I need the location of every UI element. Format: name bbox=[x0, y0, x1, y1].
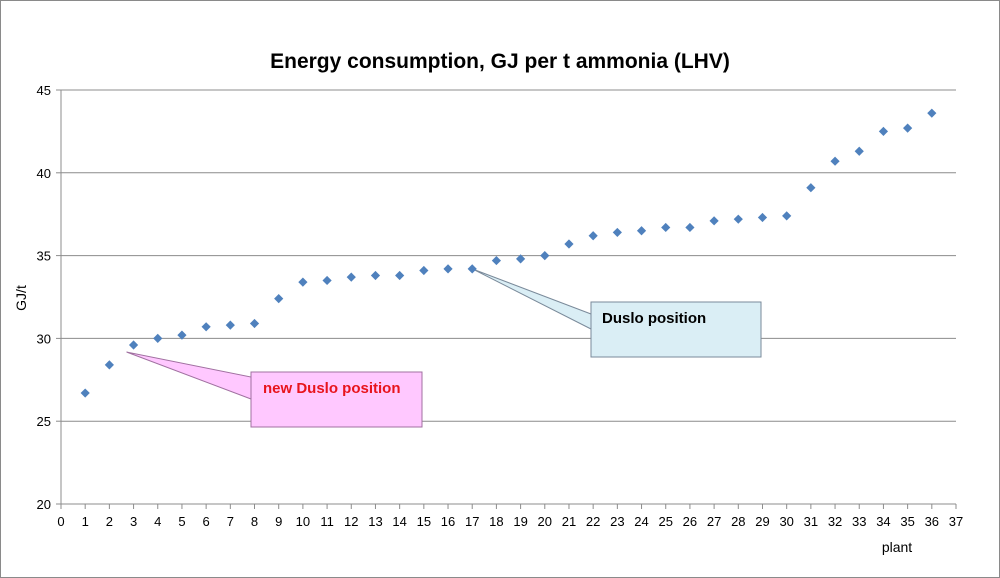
data-point-29 bbox=[757, 212, 768, 223]
x-tick-label-30: 30 bbox=[779, 514, 793, 529]
x-tick-labels: 0 1 2 3 4 5 6 7 8 9 10 11 12 13 14 15 16 17 18 19 20 21 22 23 24… bbox=[57, 514, 963, 529]
x-tick-label-19: 19 bbox=[513, 514, 527, 529]
x-tick-label-15: 15 bbox=[417, 514, 431, 529]
data-point-25 bbox=[661, 222, 671, 233]
x-tick-label-23: 23 bbox=[610, 514, 624, 529]
x-tick-label-12: 12 bbox=[344, 514, 358, 529]
data-point-22 bbox=[588, 231, 598, 241]
data-point-8 bbox=[249, 318, 260, 329]
x-tick-label-32: 32 bbox=[828, 514, 842, 529]
x-tick-label-18: 18 bbox=[489, 514, 503, 529]
x-tick-label-5: 5 bbox=[178, 514, 185, 529]
x-tick-label-4: 4 bbox=[154, 514, 161, 529]
x-axis-label: plant bbox=[882, 539, 912, 555]
data-point-11 bbox=[322, 275, 332, 286]
y-tick-label-5: 45 bbox=[37, 83, 51, 98]
y-axis-label: GJ/t bbox=[13, 285, 29, 311]
data-point-34 bbox=[878, 126, 889, 136]
x-tick-label-6: 6 bbox=[203, 514, 210, 529]
x-tick-label-7: 7 bbox=[227, 514, 234, 529]
x-tick-label-37: 37 bbox=[949, 514, 963, 529]
data-point-36 bbox=[927, 108, 937, 118]
x-tick-label-20: 20 bbox=[538, 514, 552, 529]
x-tick-label-14: 14 bbox=[392, 514, 406, 529]
data-point-18 bbox=[491, 255, 502, 266]
data-point-21 bbox=[564, 239, 574, 249]
data-point-35 bbox=[903, 123, 913, 133]
data-point-14 bbox=[395, 270, 405, 281]
x-tick-label-22: 22 bbox=[586, 514, 600, 529]
callouts: new Duslo position Duslo position bbox=[126, 268, 762, 428]
callout-text-duslo: Duslo position bbox=[602, 310, 706, 327]
callout-pointer-duslo bbox=[471, 268, 592, 330]
data-point-1 bbox=[80, 388, 90, 398]
data-point-2 bbox=[104, 360, 114, 370]
callout-new-duslo-position: new Duslo position bbox=[126, 351, 423, 428]
data-point-27 bbox=[709, 216, 719, 226]
x-tick-label-24: 24 bbox=[634, 514, 648, 529]
data-point-24 bbox=[636, 226, 647, 236]
x-tick-label-13: 13 bbox=[368, 514, 382, 529]
x-tick-label-2: 2 bbox=[106, 514, 113, 529]
x-tick-label-36: 36 bbox=[925, 514, 939, 529]
data-point-32 bbox=[830, 156, 840, 166]
data-point-10 bbox=[298, 277, 308, 287]
x-tick-label-17: 17 bbox=[465, 514, 479, 529]
x-tick-label-25: 25 bbox=[658, 514, 672, 529]
x-tick-label-35: 35 bbox=[900, 514, 914, 529]
y-tick-labels: 20 25 30 35 40 45 bbox=[37, 83, 51, 512]
data-point-17 bbox=[467, 264, 477, 274]
grid-lines bbox=[61, 89, 956, 422]
data-point-28 bbox=[733, 214, 743, 224]
x-tick-label-29: 29 bbox=[755, 514, 769, 529]
x-tick-label-8: 8 bbox=[251, 514, 258, 529]
data-point-4 bbox=[153, 333, 163, 343]
x-tick-label-26: 26 bbox=[683, 514, 697, 529]
x-tick-label-0: 0 bbox=[57, 514, 64, 529]
callout-box-duslo bbox=[590, 301, 762, 358]
data-point-20 bbox=[540, 251, 550, 261]
data-point-3 bbox=[128, 340, 139, 350]
x-tick-label-10: 10 bbox=[296, 514, 310, 529]
x-tick-label-16: 16 bbox=[441, 514, 455, 529]
data-point-31 bbox=[806, 183, 816, 193]
data-point-19 bbox=[515, 254, 526, 264]
data-point-23 bbox=[612, 227, 622, 238]
data-point-33 bbox=[854, 146, 864, 156]
callout-pointer-new-duslo bbox=[126, 351, 252, 400]
data-points bbox=[80, 108, 937, 398]
data-point-7 bbox=[225, 320, 235, 330]
x-tick-label-11: 11 bbox=[320, 514, 334, 529]
y-tick-label-1: 25 bbox=[37, 414, 51, 429]
data-point-15 bbox=[419, 265, 429, 276]
x-tick-label-3: 3 bbox=[130, 514, 137, 529]
axes bbox=[56, 89, 957, 509]
data-point-6 bbox=[201, 322, 211, 332]
x-tick-label-31: 31 bbox=[804, 514, 818, 529]
y-tick-label-2: 30 bbox=[37, 331, 51, 346]
data-point-5 bbox=[177, 330, 187, 340]
callout-duslo-position: Duslo position bbox=[471, 268, 762, 358]
data-point-12 bbox=[346, 272, 356, 282]
y-tick-label-4: 40 bbox=[37, 166, 51, 181]
x-tick-label-33: 33 bbox=[852, 514, 866, 529]
x-tick-label-21: 21 bbox=[562, 514, 576, 529]
x-tick-label-28: 28 bbox=[731, 514, 745, 529]
data-point-16 bbox=[443, 264, 453, 274]
data-point-13 bbox=[370, 270, 381, 281]
chart-title: Energy consumption, GJ per t ammonia (LH… bbox=[270, 50, 730, 73]
x-tick-label-1: 1 bbox=[82, 514, 89, 529]
data-point-26 bbox=[685, 222, 695, 233]
callout-box-new-duslo bbox=[250, 371, 423, 428]
data-point-9 bbox=[274, 294, 284, 304]
y-tick-label-3: 35 bbox=[37, 249, 51, 264]
x-tick-label-9: 9 bbox=[275, 514, 282, 529]
x-tick-label-34: 34 bbox=[876, 514, 890, 529]
callout-text-new-duslo: new Duslo position bbox=[263, 380, 401, 397]
x-tick-label-27: 27 bbox=[707, 514, 721, 529]
y-tick-label-0: 20 bbox=[37, 497, 51, 512]
data-point-30 bbox=[782, 211, 792, 221]
